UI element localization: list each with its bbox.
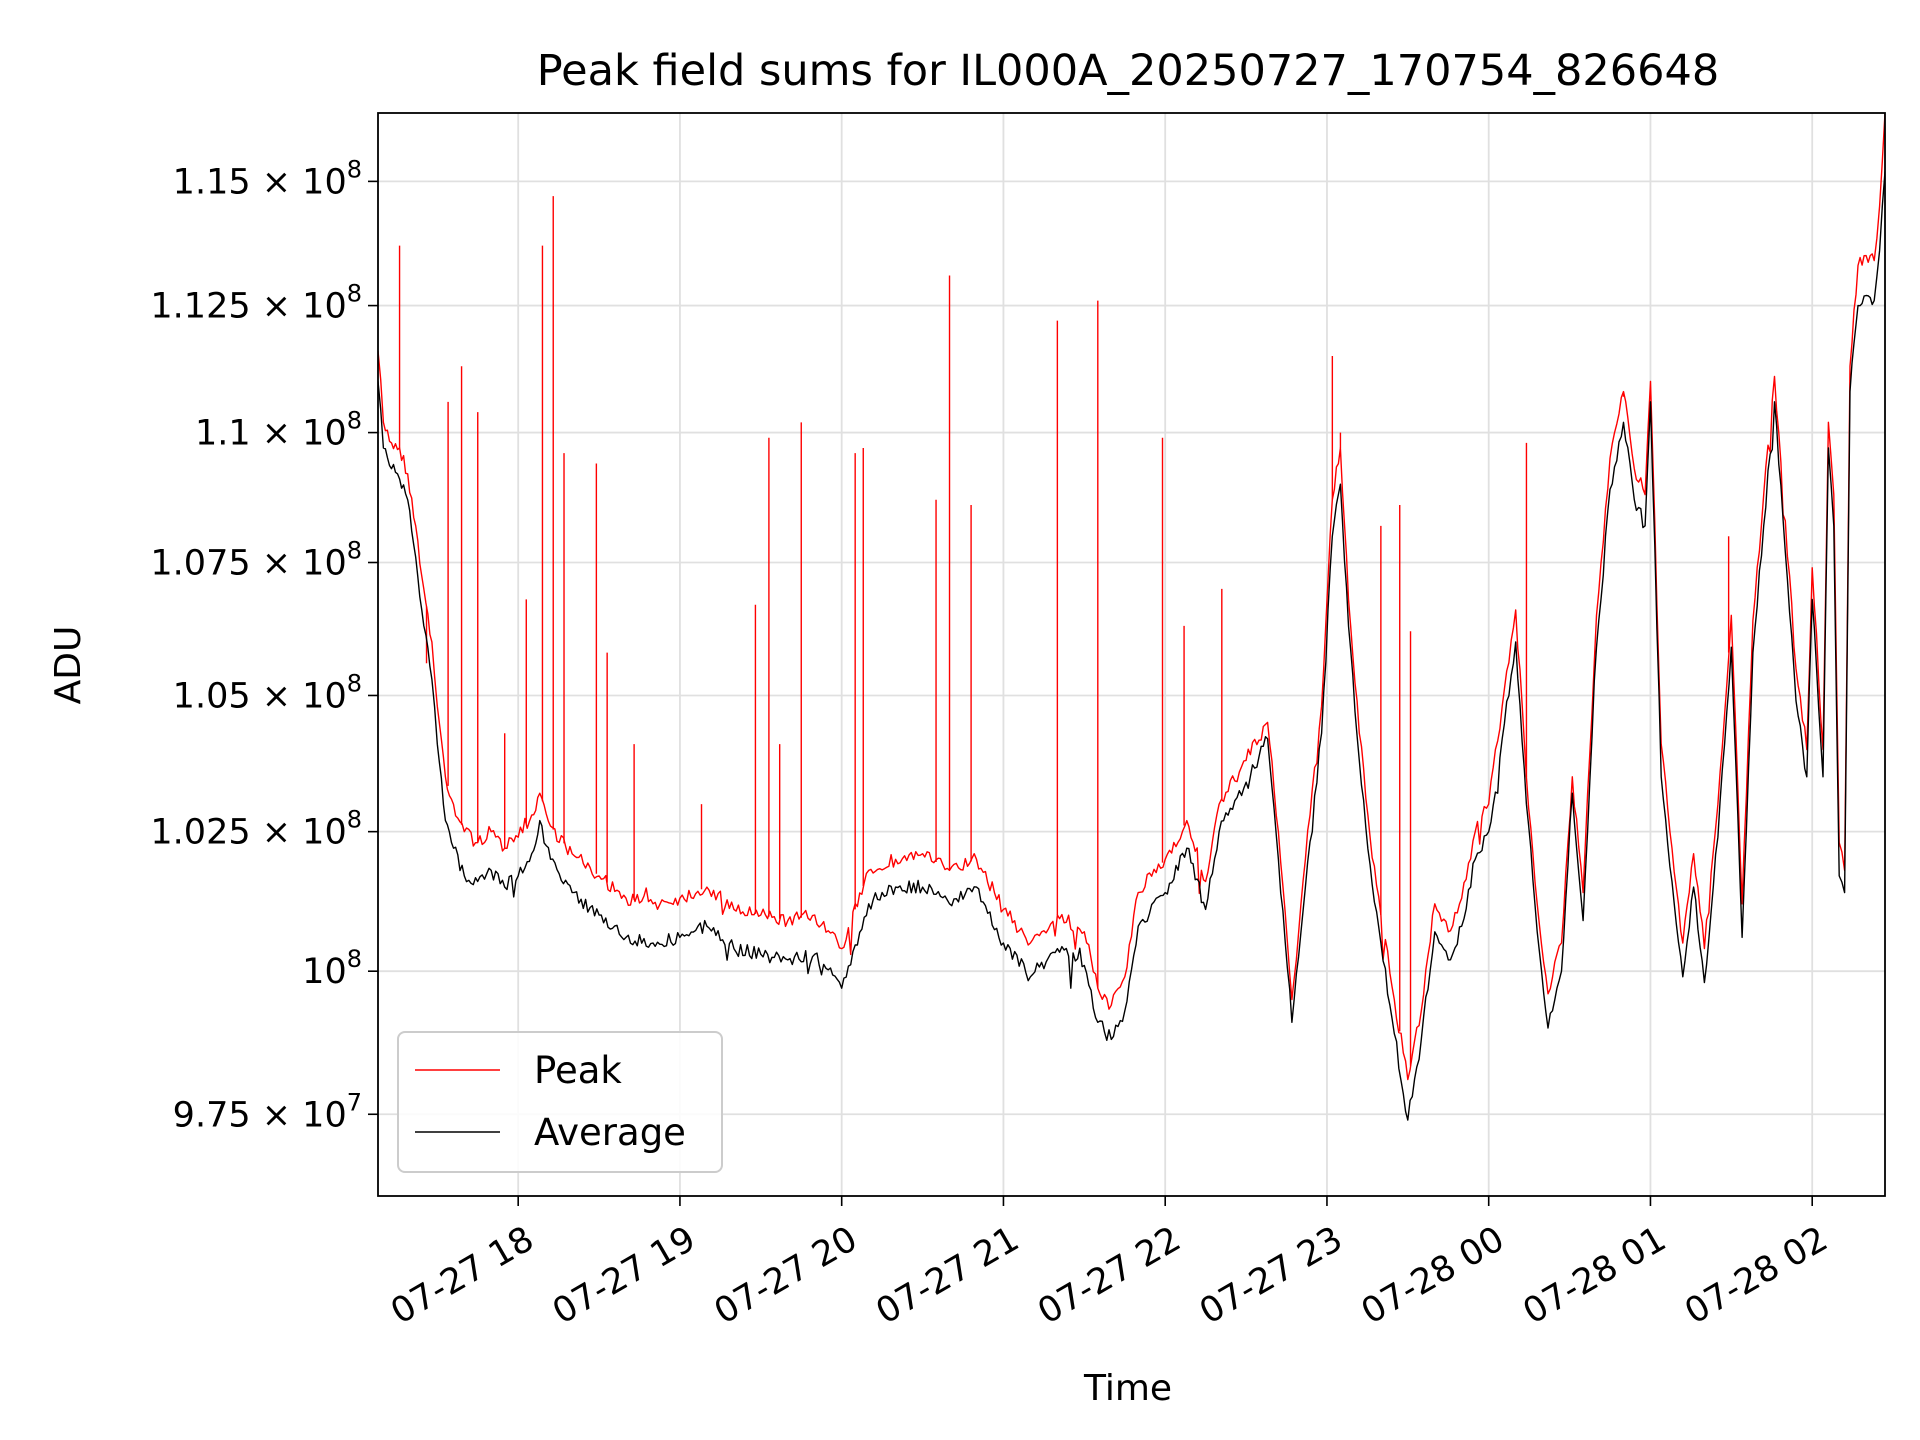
y-tick-label: 108 [302, 945, 362, 992]
x-tick-label: 07-28 02 [1678, 1219, 1834, 1332]
x-axis-label: Time [1083, 1368, 1172, 1409]
chart-title: Peak field sums for IL000A_20250727_1707… [537, 46, 1719, 96]
y-tick-label: 1.075 × 108 [150, 537, 362, 584]
y-tick-label: 1.125 × 108 [150, 280, 362, 327]
x-tick-label: 07-28 01 [1517, 1219, 1673, 1332]
series-line-average [378, 171, 1885, 1121]
y-axis-label: ADU [48, 626, 89, 705]
x-tick-label: 07-27 23 [1193, 1219, 1349, 1332]
x-tick-label: 07-27 22 [1031, 1219, 1187, 1332]
x-tick-label: 07-28 00 [1355, 1219, 1511, 1332]
legend-label-average: Average [534, 1111, 686, 1154]
y-tick-label: 1.1 × 108 [195, 407, 362, 454]
plot-background [378, 113, 1885, 1196]
x-tick-label: 07-27 21 [870, 1219, 1026, 1332]
grid [378, 113, 1885, 1196]
plot-frame [377, 112, 1886, 1197]
series-line-peak [378, 113, 1885, 1081]
x-tick-label: 07-27 19 [546, 1219, 702, 1332]
legend-box [397, 1031, 723, 1173]
legend: Peak Average [397, 1031, 723, 1173]
y-tick-label: 9.75 × 107 [173, 1088, 362, 1135]
y-tick-label: 1.05 × 108 [173, 669, 362, 716]
x-tick-label: 07-27 18 [384, 1219, 540, 1332]
series-layer [378, 113, 1885, 1121]
y-tick-label: 1.15 × 108 [173, 155, 362, 202]
y-tick-label: 1.025 × 108 [150, 806, 362, 853]
x-tick-label: 07-27 20 [708, 1219, 864, 1332]
legend-label-peak: Peak [534, 1049, 622, 1092]
